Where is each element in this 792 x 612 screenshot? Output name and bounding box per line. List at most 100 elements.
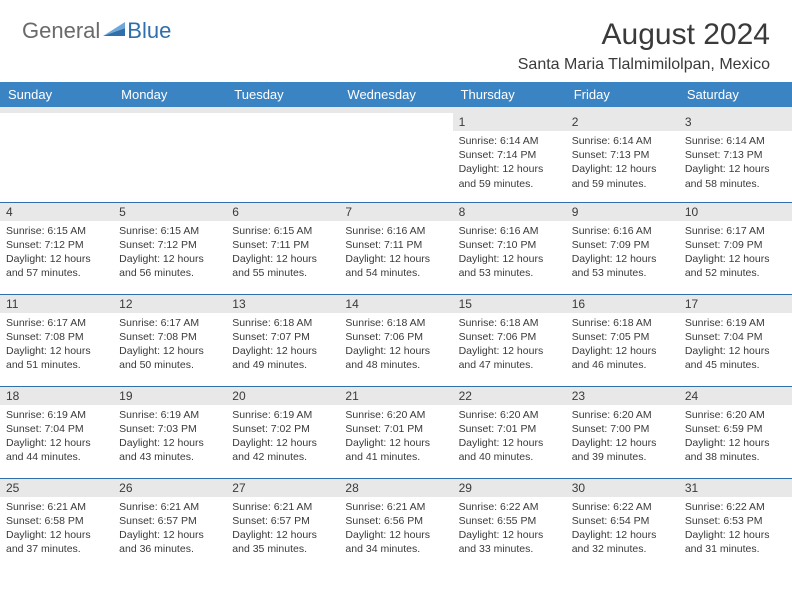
weekday-header: Monday (113, 82, 226, 110)
day-number: 30 (566, 479, 679, 497)
calendar-cell: 4 Sunrise: 6:15 AMSunset: 7:12 PMDaylight… (0, 202, 113, 294)
day-number: 3 (679, 113, 792, 131)
logo-text-general: General (22, 18, 100, 44)
calendar-cell: 3 Sunrise: 6:14 AMSunset: 7:13 PMDaylight… (679, 110, 792, 202)
day-number: 18 (0, 387, 113, 405)
calendar-cell: 14Sunrise: 6:18 AMSunset: 7:06 PMDayligh… (339, 294, 452, 386)
day-info: Sunrise: 6:21 AMSunset: 6:58 PMDaylight:… (6, 500, 107, 557)
day-number: 23 (566, 387, 679, 405)
calendar-cell: 22Sunrise: 6:20 AMSunset: 7:01 PMDayligh… (453, 386, 566, 478)
day-info: Sunrise: 6:18 AMSunset: 7:07 PMDaylight:… (232, 316, 333, 373)
calendar-cell: 23Sunrise: 6:20 AMSunset: 7:00 PMDayligh… (566, 386, 679, 478)
day-number: 24 (679, 387, 792, 405)
calendar-cell: 18 Sunrise: 6:19 AMSunset: 7:04 PMDayligh… (0, 386, 113, 478)
calendar-cell: 16Sunrise: 6:18 AMSunset: 7:05 PMDayligh… (566, 294, 679, 386)
day-info: Sunrise: 6:17 AMSunset: 7:08 PMDaylight:… (119, 316, 220, 373)
day-number: 28 (339, 479, 452, 497)
calendar-row: 18 Sunrise: 6:19 AMSunset: 7:04 PMDayligh… (0, 386, 792, 478)
weekday-header: Sunday (0, 82, 113, 110)
calendar-cell: 27 Sunrise: 6:21 AMSunset: 6:57 PMDayligh… (226, 478, 339, 570)
day-info: Sunrise: 6:17 AMSunset: 7:08 PMDaylight:… (6, 316, 107, 373)
day-info: Sunrise: 6:22 AMSunset: 6:53 PMDaylight:… (685, 500, 786, 557)
day-number: 14 (339, 295, 452, 313)
calendar-cell: 12Sunrise: 6:17 AMSunset: 7:08 PMDayligh… (113, 294, 226, 386)
day-number: 25 (0, 479, 113, 497)
day-number: 8 (453, 203, 566, 221)
calendar-cell: 15Sunrise: 6:18 AMSunset: 7:06 PMDayligh… (453, 294, 566, 386)
day-info: Sunrise: 6:15 AMSunset: 7:12 PMDaylight:… (6, 224, 107, 281)
day-info: Sunrise: 6:16 AMSunset: 7:11 PMDaylight:… (345, 224, 446, 281)
day-number: 7 (339, 203, 452, 221)
calendar-cell: . (339, 110, 452, 202)
day-number: 29 (453, 479, 566, 497)
calendar-cell: 9Sunrise: 6:16 AMSunset: 7:09 PMDaylight… (566, 202, 679, 294)
calendar-cell: . (226, 110, 339, 202)
calendar-cell: 6 Sunrise: 6:15 AMSunset: 7:11 PMDaylight… (226, 202, 339, 294)
calendar-table: SundayMondayTuesdayWednesdayThursdayFrid… (0, 82, 792, 570)
day-number: 26 (113, 479, 226, 497)
day-info: Sunrise: 6:14 AMSunset: 7:13 PMDaylight:… (685, 134, 786, 191)
calendar-cell: 30 Sunrise: 6:22 AMSunset: 6:54 PMDayligh… (566, 478, 679, 570)
logo: General Blue (22, 18, 171, 44)
day-number: 4 (0, 203, 113, 221)
day-number: 6 (226, 203, 339, 221)
calendar-cell: 11 Sunrise: 6:17 AMSunset: 7:08 PMDayligh… (0, 294, 113, 386)
day-number: 16 (566, 295, 679, 313)
calendar-cell: 25 Sunrise: 6:21 AMSunset: 6:58 PMDayligh… (0, 478, 113, 570)
day-number: 11 (0, 295, 113, 313)
day-info: Sunrise: 6:21 AMSunset: 6:56 PMDaylight:… (345, 500, 446, 557)
month-title: August 2024 (518, 18, 770, 52)
header: General Blue August 2024 Santa Maria Tla… (0, 0, 792, 82)
day-number: 20 (226, 387, 339, 405)
weekday-header: Saturday (679, 82, 792, 110)
day-number: 27 (226, 479, 339, 497)
calendar-row: 4 Sunrise: 6:15 AMSunset: 7:12 PMDaylight… (0, 202, 792, 294)
day-info: Sunrise: 6:20 AMSunset: 7:01 PMDaylight:… (459, 408, 560, 465)
day-info: Sunrise: 6:19 AMSunset: 7:02 PMDaylight:… (232, 408, 333, 465)
day-info: Sunrise: 6:15 AMSunset: 7:11 PMDaylight:… (232, 224, 333, 281)
calendar-row: 11 Sunrise: 6:17 AMSunset: 7:08 PMDayligh… (0, 294, 792, 386)
calendar-row: ....1Sunrise: 6:14 AMSunset: 7:14 PMDayl… (0, 110, 792, 202)
location: Santa Maria Tlalmimilolpan, Mexico (518, 56, 770, 74)
calendar-cell: 24 Sunrise: 6:20 AMSunset: 6:59 PMDayligh… (679, 386, 792, 478)
day-number: 1 (453, 113, 566, 131)
day-info: Sunrise: 6:18 AMSunset: 7:06 PMDaylight:… (459, 316, 560, 373)
day-info: Sunrise: 6:21 AMSunset: 6:57 PMDaylight:… (232, 500, 333, 557)
day-number: 5 (113, 203, 226, 221)
day-number: 21 (339, 387, 452, 405)
calendar-cell: 2Sunrise: 6:14 AMSunset: 7:13 PMDaylight… (566, 110, 679, 202)
calendar-body: ....1Sunrise: 6:14 AMSunset: 7:14 PMDayl… (0, 110, 792, 570)
day-info: Sunrise: 6:14 AMSunset: 7:13 PMDaylight:… (572, 134, 673, 191)
day-info: Sunrise: 6:17 AMSunset: 7:09 PMDaylight:… (685, 224, 786, 281)
weekday-header: Thursday (453, 82, 566, 110)
day-info: Sunrise: 6:22 AMSunset: 6:55 PMDaylight:… (459, 500, 560, 557)
calendar-cell: 29 Sunrise: 6:22 AMSunset: 6:55 PMDayligh… (453, 478, 566, 570)
weekday-header: Friday (566, 82, 679, 110)
calendar-row: 25 Sunrise: 6:21 AMSunset: 6:58 PMDayligh… (0, 478, 792, 570)
calendar-cell: . (0, 110, 113, 202)
day-info: Sunrise: 6:16 AMSunset: 7:09 PMDaylight:… (572, 224, 673, 281)
title-block: August 2024 Santa Maria Tlalmimilolpan, … (518, 18, 770, 74)
calendar-cell: . (113, 110, 226, 202)
calendar-cell: 20 Sunrise: 6:19 AMSunset: 7:02 PMDayligh… (226, 386, 339, 478)
calendar-cell: 7 Sunrise: 6:16 AMSunset: 7:11 PMDaylight… (339, 202, 452, 294)
logo-triangle-icon (103, 20, 125, 41)
calendar-cell: 8Sunrise: 6:16 AMSunset: 7:10 PMDaylight… (453, 202, 566, 294)
day-number: 10 (679, 203, 792, 221)
calendar-cell: 13Sunrise: 6:18 AMSunset: 7:07 PMDayligh… (226, 294, 339, 386)
day-info: Sunrise: 6:19 AMSunset: 7:03 PMDaylight:… (119, 408, 220, 465)
day-info: Sunrise: 6:14 AMSunset: 7:14 PMDaylight:… (459, 134, 560, 191)
day-number: 31 (679, 479, 792, 497)
calendar-cell: 31 Sunrise: 6:22 AMSunset: 6:53 PMDayligh… (679, 478, 792, 570)
day-number: 19 (113, 387, 226, 405)
day-info: Sunrise: 6:19 AMSunset: 7:04 PMDaylight:… (6, 408, 107, 465)
day-info: Sunrise: 6:22 AMSunset: 6:54 PMDaylight:… (572, 500, 673, 557)
calendar-cell: 19 Sunrise: 6:19 AMSunset: 7:03 PMDayligh… (113, 386, 226, 478)
day-info: Sunrise: 6:21 AMSunset: 6:57 PMDaylight:… (119, 500, 220, 557)
weekday-row: SundayMondayTuesdayWednesdayThursdayFrid… (0, 82, 792, 110)
logo-text-blue: Blue (127, 18, 171, 44)
calendar-cell: 28 Sunrise: 6:21 AMSunset: 6:56 PMDayligh… (339, 478, 452, 570)
calendar-cell: 1 Sunrise: 6:14 AMSunset: 7:14 PMDaylight… (453, 110, 566, 202)
day-number: 17 (679, 295, 792, 313)
day-info: Sunrise: 6:20 AMSunset: 6:59 PMDaylight:… (685, 408, 786, 465)
